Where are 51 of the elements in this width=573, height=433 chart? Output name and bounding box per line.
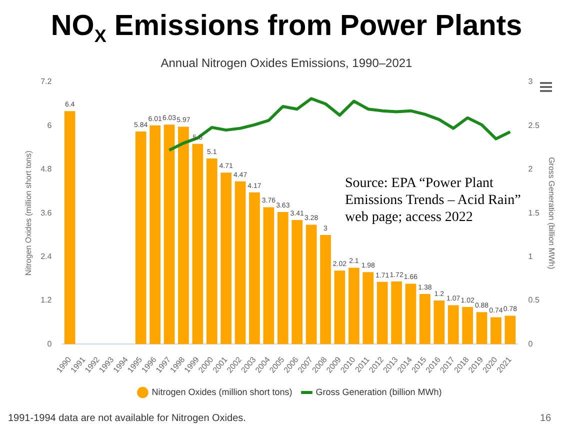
chart-title: NO$_{X}$ Emissions from Power Plants	[50, 10, 524, 47]
bar	[391, 282, 402, 344]
bar	[405, 284, 416, 344]
legend-label: Nitrogen Oxides (million short tons)	[152, 386, 292, 397]
bar	[348, 268, 360, 344]
bar	[64, 111, 76, 344]
bar	[135, 132, 146, 344]
bar	[376, 282, 388, 344]
y2-tick-label: 2.5	[528, 120, 540, 130]
bar	[164, 124, 175, 344]
y-tick-label: 1.2	[40, 296, 52, 305]
y2-tick-label: 2	[528, 164, 534, 174]
y2-tick-label: 3	[528, 77, 534, 86]
chart-subtitle: Annual Nitrogen Oxides Emissions, 1990–2021	[160, 56, 414, 70]
bar	[434, 300, 445, 344]
bar	[150, 125, 160, 344]
bar	[206, 158, 218, 344]
bar	[249, 192, 260, 344]
bar	[178, 126, 189, 344]
bar	[334, 270, 346, 344]
bar	[234, 181, 246, 344]
y-tick-label: 0	[47, 339, 52, 348]
y-tick-label: 2.4	[40, 252, 52, 261]
y-tick-label: 3.6	[40, 208, 52, 218]
bar	[362, 272, 374, 344]
annotation: Source: EPA “Power Plant Emissions Trends – Acid Rain” web page; access 2022	[345, 176, 521, 225]
text: 1991-1994 data are not available for Nitrogen Oxides.	[8, 413, 246, 424]
y2-tick-label: 1.5	[528, 208, 540, 218]
bar	[220, 172, 232, 344]
bar	[292, 220, 303, 344]
y2-tick-label: 0.5	[528, 296, 540, 305]
y2-tick-label: 0	[528, 339, 534, 348]
bar	[277, 212, 288, 344]
y-tick-label: 7.2	[40, 77, 52, 86]
bar	[192, 144, 204, 344]
y-axis-title: Nitrogen Oxides (million short tons)	[24, 150, 34, 276]
y2-tick-label: 1	[528, 252, 534, 261]
bar	[263, 207, 274, 344]
bar	[320, 234, 331, 344]
bar	[462, 307, 473, 344]
bar	[420, 294, 430, 344]
text: 16	[540, 413, 552, 424]
legend-label: Gross Generation (billion MWh)	[316, 386, 442, 397]
bar	[490, 317, 502, 344]
y2-axis-title: Gross Generation (billion MWh)	[546, 157, 556, 270]
bar	[306, 224, 317, 344]
y-tick-label: 6	[47, 120, 52, 130]
bar	[504, 316, 516, 344]
bar	[448, 305, 459, 344]
bar	[476, 312, 488, 344]
y-tick-label: 4.8	[40, 164, 52, 174]
